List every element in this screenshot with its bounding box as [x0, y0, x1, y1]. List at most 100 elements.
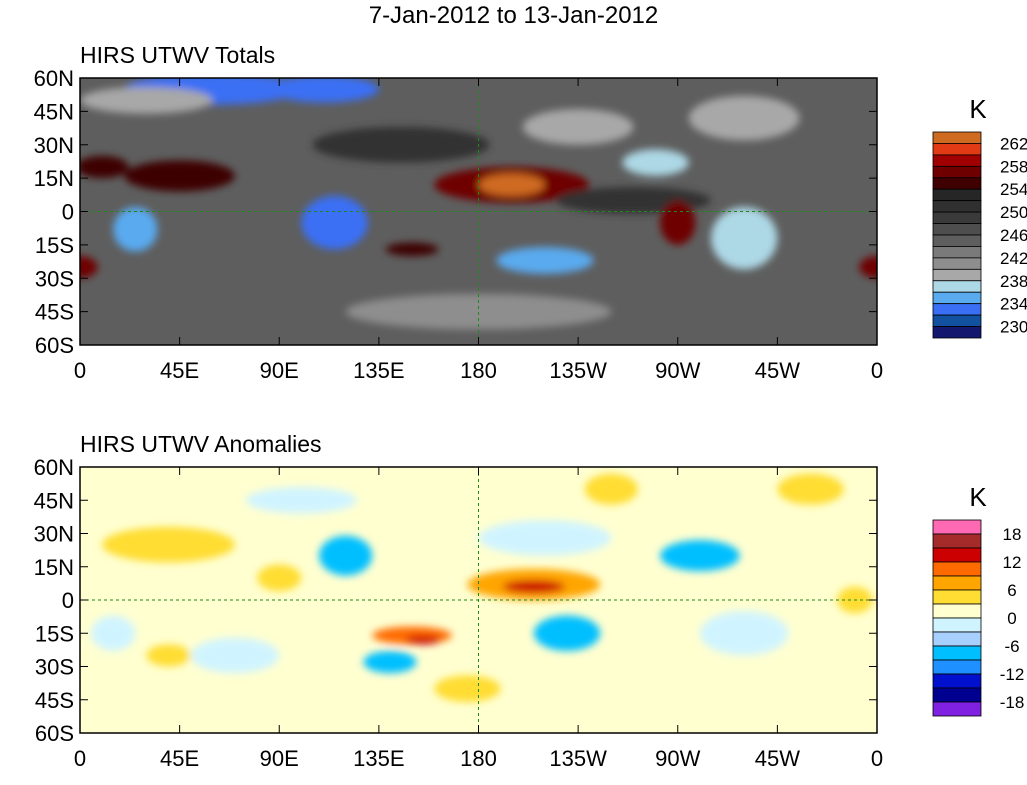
contour-region: [478, 173, 545, 196]
contour-region: [622, 149, 689, 176]
y-tick-label: 60S: [35, 333, 74, 358]
colorbar-box: [932, 131, 982, 144]
y-tick-label: 30N: [34, 522, 74, 547]
x-tick-label: 45E: [160, 746, 199, 771]
contour-region: [710, 207, 778, 270]
contour-region: [246, 486, 357, 514]
contour-region: [113, 207, 158, 252]
colorbar-label: 258: [1000, 157, 1027, 176]
colorbar-box: [932, 177, 982, 190]
main-title: 7-Jan-2012 to 13-Jan-2012: [368, 2, 659, 29]
colorbar-box: [932, 303, 982, 316]
colorbar-box: [932, 257, 982, 270]
x-tick-label: 135E: [353, 358, 404, 383]
map-field-0: [80, 78, 877, 345]
colorbar-box: [932, 234, 982, 247]
x-tick-label: 0: [871, 358, 883, 383]
y-tick-label: 45N: [34, 488, 74, 513]
x-tick-label: 180: [460, 746, 497, 771]
colorbar-label: 12: [1003, 553, 1022, 572]
colorbar-label: 0: [1007, 609, 1016, 628]
colorbar-box: [932, 617, 982, 633]
colorbar-box: [932, 519, 982, 535]
colorbar-label: -6: [1004, 637, 1019, 656]
contour-region: [190, 637, 280, 674]
x-tick-label: 45W: [755, 746, 800, 771]
colorbar-box: [932, 165, 982, 179]
colorbar-units: K: [969, 482, 987, 512]
contour-region: [102, 526, 235, 563]
y-tick-label: 30S: [35, 266, 74, 291]
contour-region: [319, 535, 373, 576]
y-tick-label: 15S: [35, 233, 74, 258]
contour-region: [502, 580, 565, 594]
colorbar-label: 254: [1000, 180, 1027, 199]
x-tick-label: 0: [871, 746, 883, 771]
contour-region: [434, 675, 501, 702]
colorbar-box: [932, 701, 982, 717]
contour-region: [660, 200, 696, 245]
y-tick-label: 15N: [34, 555, 74, 580]
colorbar-label: 250: [1000, 203, 1027, 222]
colorbar-box: [932, 268, 982, 282]
x-tick-label: 180: [460, 358, 497, 383]
x-tick-label: 45W: [755, 358, 800, 383]
y-tick-label: 15N: [34, 166, 74, 191]
y-tick-label: 30S: [35, 655, 74, 680]
contour-region: [91, 615, 136, 651]
contour-region: [345, 293, 612, 330]
colorbar-label: 242: [1000, 249, 1027, 268]
y-tick-label: 45S: [35, 300, 74, 325]
x-tick-label: 90E: [260, 358, 299, 383]
colorbar-box: [932, 314, 982, 327]
panel-title-anomalies: HIRS UTWV Anomalies: [80, 431, 322, 457]
colorbar-box: [932, 154, 982, 167]
contour-region: [688, 95, 800, 141]
x-tick-label: 135W: [549, 358, 607, 383]
y-tick-label: 45S: [35, 688, 74, 713]
y-tick-label: 60N: [34, 455, 74, 480]
x-tick-label: 135E: [353, 746, 404, 771]
colorbar-label: -18: [1000, 693, 1025, 712]
colorbar-label: 234: [1000, 295, 1027, 314]
panel-title-totals: HIRS UTWV Totals: [80, 42, 276, 68]
y-tick-label: 45N: [34, 99, 74, 124]
contour-region: [405, 635, 441, 645]
contour-region: [660, 540, 740, 572]
colorbar-box: [932, 188, 982, 202]
colorbar-label: 246: [1000, 226, 1027, 245]
colorbar-label: -12: [1000, 665, 1025, 684]
colorbar-box: [932, 143, 982, 156]
contour-region: [522, 109, 634, 145]
colorbar-box: [932, 211, 982, 224]
contour-region: [859, 256, 877, 279]
colorbar-box: [932, 326, 982, 339]
contour-region: [80, 86, 213, 114]
colorbar-box: [932, 561, 982, 577]
colorbar-label: 238: [1000, 272, 1027, 291]
x-tick-label: 0: [74, 746, 86, 771]
y-tick-label: 15S: [35, 621, 74, 646]
contour-region: [268, 78, 379, 103]
contour-region: [478, 520, 612, 556]
colorbar-box: [932, 645, 982, 661]
colorbar-box: [932, 687, 982, 703]
contour-region: [777, 473, 844, 505]
contour-region: [584, 473, 638, 505]
contour-region: [385, 242, 439, 256]
contour-region: [699, 611, 789, 656]
x-tick-label: 90W: [655, 358, 700, 383]
colorbar-box: [932, 659, 982, 675]
colorbar-box: [932, 200, 982, 213]
colorbar-box: [932, 547, 982, 563]
colorbar-box: [932, 223, 982, 236]
contour-region: [257, 564, 302, 592]
y-tick-label: 60N: [34, 66, 74, 91]
contour-region: [80, 256, 98, 279]
x-tick-label: 0: [74, 358, 86, 383]
y-tick-label: 60S: [35, 721, 74, 746]
contour-region: [533, 615, 601, 651]
colorbar-units: K: [969, 94, 987, 124]
x-tick-label: 90E: [260, 746, 299, 771]
